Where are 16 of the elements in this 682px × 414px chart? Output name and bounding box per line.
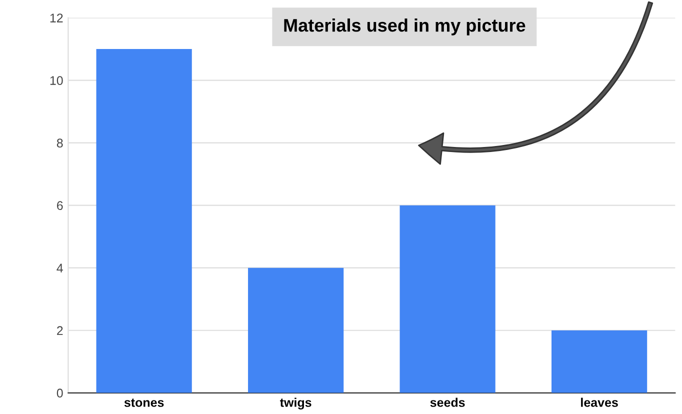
y-tick-label: 4: [56, 264, 63, 272]
bar: [96, 49, 192, 393]
bar: [552, 330, 648, 393]
x-tick-label: stones: [124, 398, 164, 407]
x-tick-label: leaves: [581, 398, 618, 407]
x-tick-label: seeds: [430, 398, 465, 407]
y-tick-label: 12: [50, 14, 63, 22]
y-tick-label: 2: [57, 326, 63, 335]
bar: [400, 205, 496, 393]
chart-title: Materials used in my picture: [284, 18, 526, 36]
x-tick-label: twigs: [280, 398, 312, 410]
y-tick-label: 0: [56, 388, 63, 398]
y-tick-label: 8: [56, 138, 63, 148]
y-tick-label: 6: [57, 201, 63, 210]
y-tick-label: 10: [50, 76, 63, 85]
bar: [248, 268, 344, 393]
